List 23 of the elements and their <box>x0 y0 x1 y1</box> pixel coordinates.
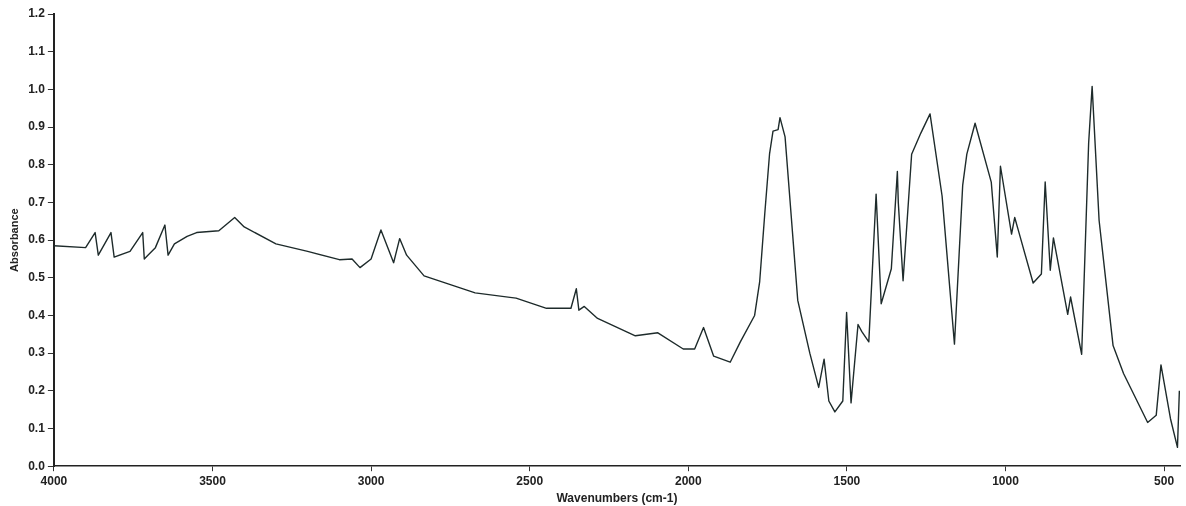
y-axis-title: Absorbance <box>7 208 20 272</box>
x-tick-label: 1500 <box>833 473 861 488</box>
y-tick-label: 0.7 <box>28 194 46 209</box>
x-tick-label: 1000 <box>992 473 1020 488</box>
y-tick-label: 0.0 <box>28 458 46 473</box>
y-tick-label: 1.0 <box>28 81 46 96</box>
y-tick-label: 0.3 <box>28 345 46 360</box>
y-tick-label: 1.2 <box>28 6 46 21</box>
x-tick-label: 4000 <box>40 473 68 488</box>
y-tick-label: 0.8 <box>28 157 46 172</box>
x-tick-label: 2500 <box>516 473 544 488</box>
y-tick-label: 0.5 <box>28 270 46 285</box>
x-tick-label: 3500 <box>199 473 227 488</box>
x-axis-title: Wavenumbers (cm-1) <box>556 491 678 506</box>
x-tick-label: 500 <box>1154 473 1175 488</box>
y-tick-label: 0.1 <box>28 420 46 435</box>
y-tick-label: 0.2 <box>28 383 46 398</box>
y-tick-label: 1.1 <box>28 44 46 58</box>
y-tick-label: 0.6 <box>28 232 46 247</box>
y-tick-label: 0.9 <box>28 119 46 134</box>
x-tick-label: 3000 <box>357 473 385 488</box>
x-tick-label: 2000 <box>674 473 702 488</box>
y-tick-label: 0.4 <box>28 307 46 322</box>
